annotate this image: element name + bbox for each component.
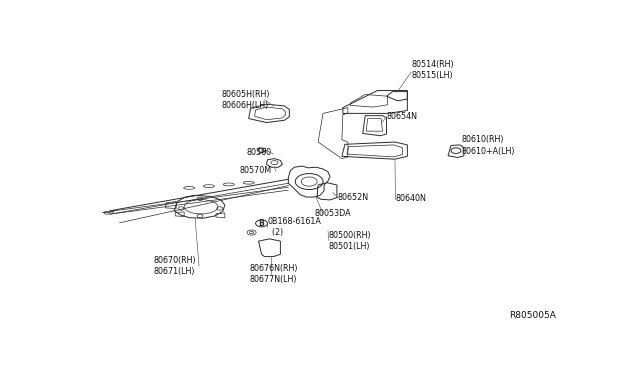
Ellipse shape [204, 185, 214, 187]
Text: 80053DA: 80053DA [315, 209, 351, 218]
Ellipse shape [223, 183, 234, 186]
Text: 80676N(RH)
80677N(LH): 80676N(RH) 80677N(LH) [250, 264, 298, 285]
Text: 80570M: 80570M [240, 166, 272, 175]
Ellipse shape [243, 181, 254, 184]
Text: 80670(RH)
80671(LH): 80670(RH) 80671(LH) [154, 256, 196, 276]
Text: 80652N: 80652N [338, 193, 369, 202]
Text: B: B [259, 219, 264, 228]
Text: 80654N: 80654N [387, 112, 417, 121]
Ellipse shape [184, 186, 195, 189]
Text: 80500(RH)
80501(LH): 80500(RH) 80501(LH) [329, 231, 372, 251]
Text: 80640N: 80640N [396, 194, 426, 203]
Text: 80514(RH)
80515(LH): 80514(RH) 80515(LH) [412, 60, 454, 80]
Text: 0B168-6161A
  (2): 0B168-6161A (2) [268, 217, 321, 237]
Text: 80560: 80560 [246, 148, 271, 157]
Text: 80605H(RH)
80606H(LH): 80605H(RH) 80606H(LH) [221, 90, 270, 110]
Text: 80610(RH)
80610+A(LH): 80610(RH) 80610+A(LH) [462, 135, 515, 155]
Text: R805005A: R805005A [509, 311, 556, 320]
